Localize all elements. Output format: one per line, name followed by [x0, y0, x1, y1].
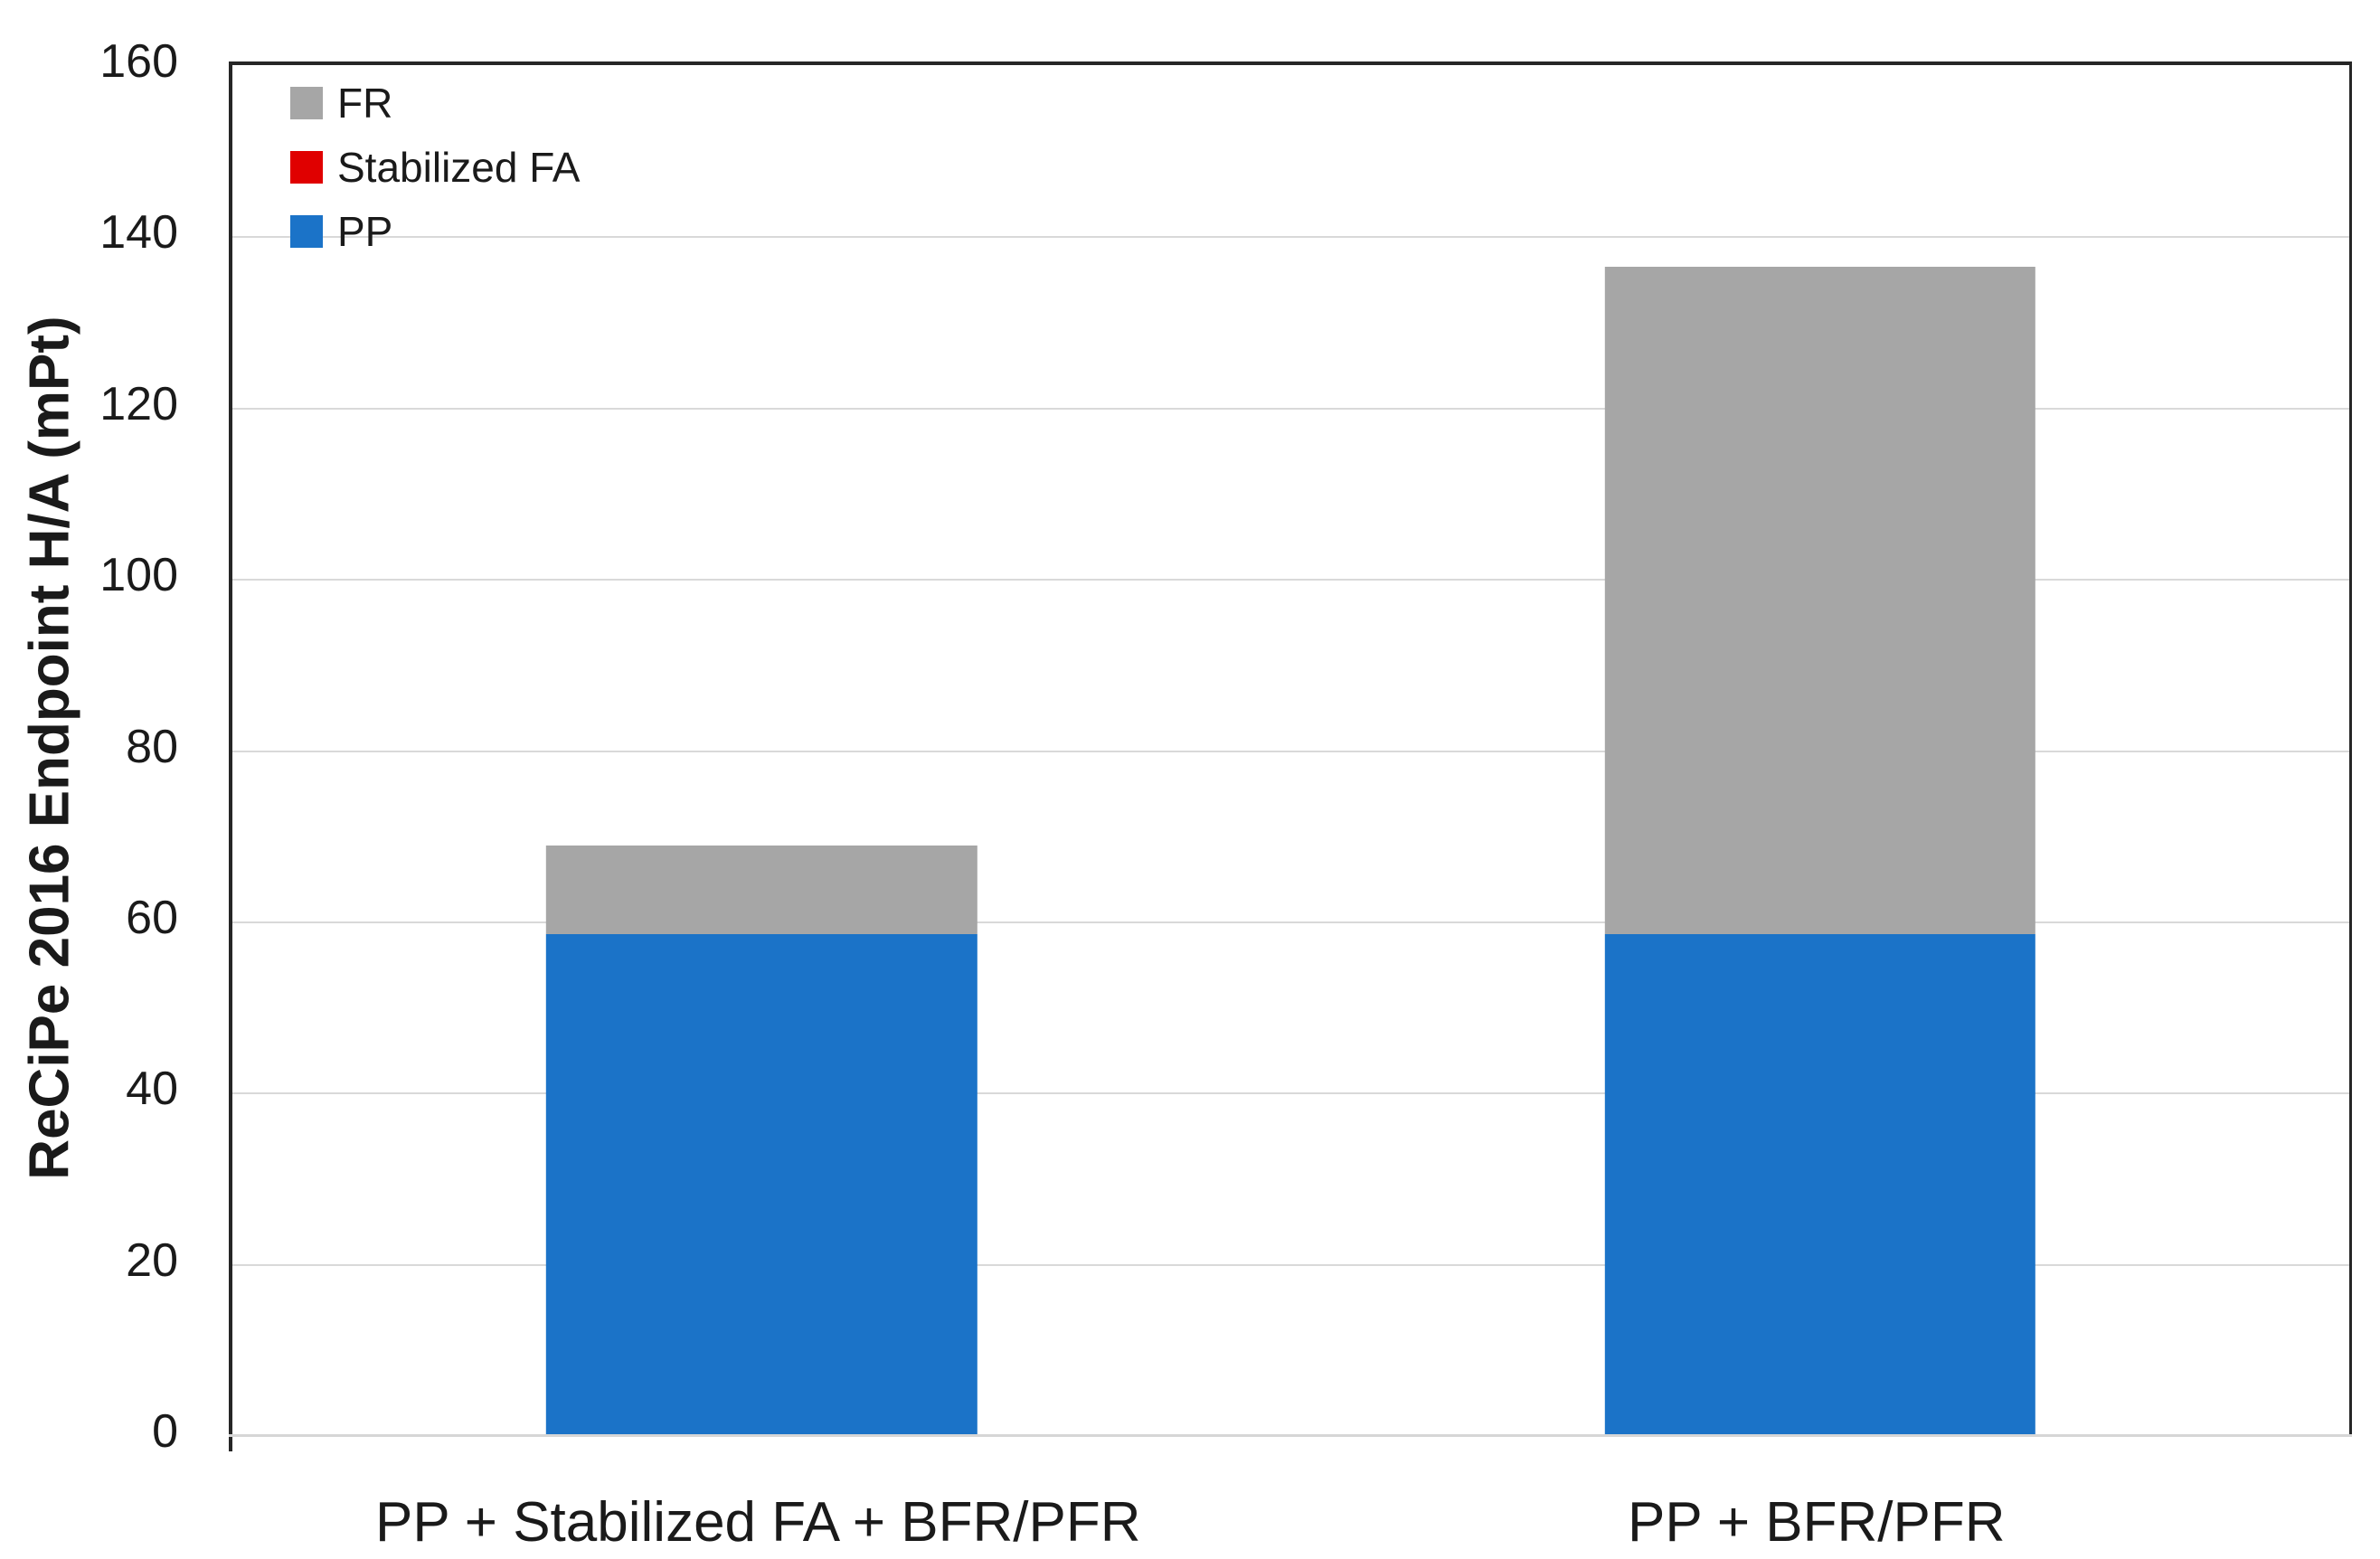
y-axis-zero-tick [229, 1435, 232, 1451]
y-tick-label-140: 140 [99, 206, 178, 260]
x-category-label-1: PP + Stabilized FA + BFR/PFR [374, 1491, 1141, 1554]
legend-item-pp: PP [290, 199, 580, 263]
gridline-20 [232, 1263, 2349, 1266]
legend: FR Stabilized FA PP [290, 71, 580, 263]
x-axis-line [229, 1434, 2352, 1437]
legend-swatch-icon [290, 214, 323, 248]
legend-item-stabilized-fa: Stabilized FA [290, 135, 580, 199]
gridline-140 [232, 236, 2349, 239]
bar-segment-fr [1604, 266, 2035, 935]
y-tick-label-100: 100 [99, 549, 178, 602]
bar-segment-pp [546, 934, 978, 1435]
y-tick-label-20: 20 [126, 1233, 178, 1287]
gridline-100 [232, 579, 2349, 581]
gridline-40 [232, 1092, 2349, 1095]
y-tick-label-160: 160 [99, 35, 178, 88]
y-axis-tick-labels: 0 20 40 60 80 100 120 140 160 [0, 35, 229, 1458]
x-category-label-2: PP + BFR/PFR [1628, 1491, 2006, 1554]
legend-item-fr: FR [290, 71, 580, 135]
y-tick-label-40: 40 [126, 1063, 178, 1116]
legend-swatch-icon [290, 86, 323, 119]
y-tick-label-80: 80 [126, 720, 178, 773]
bar-segment-pp [1604, 934, 2035, 1435]
bar-segment-fr [546, 845, 978, 935]
legend-swatch-icon [290, 150, 323, 184]
legend-label: FR [337, 79, 393, 127]
legend-label: Stabilized FA [337, 143, 581, 191]
y-tick-label-120: 120 [99, 377, 178, 430]
bar-2 [1604, 65, 2035, 1435]
y-tick-label-0: 0 [152, 1405, 178, 1458]
bar-1 [546, 65, 978, 1435]
plot-area: FR Stabilized FA PP [229, 61, 2352, 1451]
gridline-60 [232, 921, 2349, 923]
gridline-80 [232, 750, 2349, 752]
legend-label: PP [337, 207, 393, 255]
y-tick-label-60: 60 [126, 891, 178, 944]
gridline-120 [232, 407, 2349, 410]
